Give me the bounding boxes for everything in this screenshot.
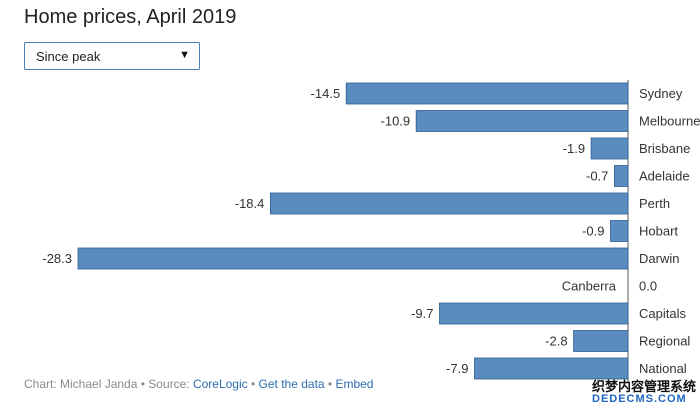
value-label: -2.8	[545, 334, 567, 349]
get-data-link[interactable]: Get the data	[258, 377, 325, 391]
source-link[interactable]: CoreLogic	[192, 377, 248, 391]
credit-text: Chart: Michael Janda • Source:	[24, 377, 193, 391]
bar-brisbane	[590, 137, 629, 160]
category-label: Perth	[639, 196, 670, 211]
watermark-logo: 织梦内容管理系统 DEDECMS.COM	[588, 376, 700, 412]
category-label: Regional	[639, 334, 690, 349]
value-label: 0.0	[639, 279, 657, 294]
separator: •	[324, 377, 336, 391]
watermark-url: DEDECMS.COM	[592, 393, 687, 405]
chart-title: Home prices, April 2019	[24, 6, 237, 28]
category-label: National	[639, 361, 687, 376]
value-label: -10.9	[381, 114, 411, 129]
separator: •	[247, 377, 259, 391]
bar-sydney	[345, 82, 629, 105]
chevron-down-icon: ▼	[179, 49, 190, 61]
bar-hobart	[610, 220, 629, 242]
value-label: -28.3	[42, 251, 72, 266]
dropdown-selected-value: Since peak	[36, 49, 101, 64]
bar-national	[474, 357, 629, 380]
value-label: -0.7	[586, 169, 608, 184]
bar-darwin	[77, 247, 629, 270]
embed-link[interactable]: Embed	[335, 377, 374, 391]
period-dropdown[interactable]: Since peak ▼	[24, 42, 200, 70]
value-label: -7.9	[446, 361, 468, 376]
value-label: -18.4	[235, 196, 265, 211]
category-label: Melbourne	[639, 114, 700, 129]
value-label: -1.9	[563, 141, 585, 156]
category-label: Darwin	[639, 251, 679, 266]
bar-melbourne	[415, 110, 629, 132]
value-label: -0.9	[582, 224, 604, 239]
category-label: Canberra	[562, 279, 617, 294]
value-label: -14.5	[311, 86, 341, 101]
chart-footer: Chart: Michael Janda • Source: CoreLogic…	[24, 377, 373, 391]
category-label: Adelaide	[639, 169, 690, 184]
category-label: Hobart	[639, 224, 678, 239]
bar-regional	[573, 330, 629, 352]
value-label: -9.7	[411, 306, 433, 321]
bar-adelaide	[613, 165, 629, 187]
category-label: Brisbane	[639, 141, 690, 156]
bar-perth	[270, 192, 629, 215]
watermark-text: 织梦内容管理系统	[592, 379, 697, 394]
bar-capitals	[439, 302, 629, 325]
category-label: Capitals	[639, 306, 686, 321]
category-label: Sydney	[639, 86, 683, 101]
